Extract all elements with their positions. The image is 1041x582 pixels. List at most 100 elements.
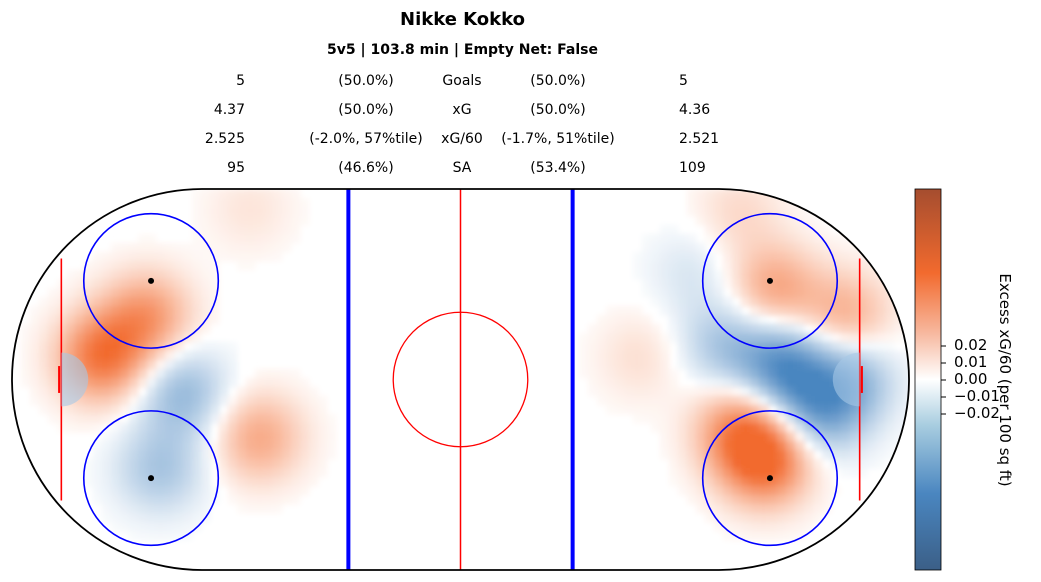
heatmap-cell: [777, 216, 787, 226]
heatmap-cell: [849, 306, 859, 316]
heatmap-cell: [732, 477, 742, 487]
heatmap-cell: [120, 495, 130, 505]
heatmap-cell: [39, 360, 49, 370]
heatmap-cell: [156, 513, 166, 523]
heatmap-cell: [651, 396, 661, 406]
heatmap-cell: [678, 405, 688, 415]
heatmap-cell: [606, 306, 616, 316]
heatmap-cell: [165, 243, 175, 253]
heatmap-cell: [165, 504, 175, 514]
heatmap-cell: [813, 225, 823, 235]
heatmap-cell: [201, 198, 211, 208]
heatmap-cell: [120, 288, 130, 298]
heatmap-cell: [768, 531, 778, 541]
heatmap-cell: [129, 297, 139, 307]
heatmap-cell: [291, 216, 301, 226]
heatmap-cell: [732, 261, 742, 271]
heatmap-cell: [723, 414, 733, 424]
heatmap-cell: [633, 252, 643, 262]
heatmap-cell: [804, 243, 814, 253]
heatmap-cell: [750, 486, 760, 496]
heatmap-cell: [759, 342, 769, 352]
heatmap-layer: [21, 189, 910, 541]
heatmap-cell: [633, 324, 643, 334]
heatmap-cell: [696, 387, 706, 397]
heatmap-cell: [228, 342, 238, 352]
heatmap-cell: [174, 504, 184, 514]
stat-away-pct: (50.0%): [530, 102, 586, 118]
heatmap-cell: [858, 351, 868, 361]
heatmap-cell: [174, 405, 184, 415]
heatmap-cell: [633, 414, 643, 424]
heatmap-cell: [165, 486, 175, 496]
heatmap-cell: [84, 333, 94, 343]
heatmap-cell: [84, 405, 94, 415]
heatmap-cell: [831, 396, 841, 406]
heatmap-cell: [714, 513, 724, 523]
heatmap-cell: [633, 396, 643, 406]
heatmap-cell: [156, 387, 166, 397]
heatmap-cell: [48, 360, 58, 370]
heatmap-cell: [777, 369, 787, 379]
heatmap-cell: [741, 243, 751, 253]
heatmap-cell: [84, 297, 94, 307]
heatmap-cell: [651, 324, 661, 334]
heatmap-cell: [642, 261, 652, 271]
heatmap-cell: [741, 387, 751, 397]
heatmap-cell: [201, 477, 211, 487]
stat-away-value: 109: [679, 160, 706, 176]
heatmap-cell: [75, 270, 85, 280]
heatmap-cell: [660, 369, 670, 379]
heatmap-cell: [156, 360, 166, 370]
heatmap-cell: [174, 432, 184, 442]
heatmap-cell: [795, 396, 805, 406]
heatmap-cell: [759, 216, 769, 226]
heatmap-cell: [660, 396, 670, 406]
heatmap-cell: [660, 306, 670, 316]
heatmap-cell: [858, 315, 868, 325]
colorbar-tick-label: −0.01: [954, 387, 1000, 405]
heatmap-cell: [165, 261, 175, 271]
heatmap-cell: [120, 342, 130, 352]
heatmap-cell: [678, 243, 688, 253]
heatmap-cell: [120, 450, 130, 460]
heatmap-cell: [813, 513, 823, 523]
heatmap-cell: [831, 333, 841, 343]
heatmap-cell: [831, 234, 841, 244]
heatmap-cell: [777, 243, 787, 253]
heatmap-cell: [759, 423, 769, 433]
heatmap-cell: [633, 306, 643, 316]
heatmap-cell: [804, 432, 814, 442]
heatmap-cell: [750, 504, 760, 514]
heatmap-cell: [255, 207, 265, 217]
heatmap-cell: [876, 351, 886, 361]
heatmap-cell: [822, 297, 832, 307]
heatmap-cell: [633, 315, 643, 325]
heatmap-cell: [723, 495, 733, 505]
heatmap-cell: [813, 279, 823, 289]
heatmap-cell: [156, 450, 166, 460]
stat-label: Goals: [442, 73, 482, 89]
heatmap-cell: [723, 522, 733, 532]
heatmap-cell: [111, 369, 121, 379]
heatmap-cell: [813, 369, 823, 379]
heatmap-cell: [768, 441, 778, 451]
heatmap-cell: [750, 315, 760, 325]
heatmap-cell: [642, 234, 652, 244]
heatmap-cell: [237, 252, 247, 262]
heatmap-cell: [282, 234, 292, 244]
heatmap-cell: [129, 504, 139, 514]
heatmap-cell: [903, 279, 910, 289]
heatmap-cell: [759, 252, 769, 262]
heatmap-cell: [129, 369, 139, 379]
heatmap-cell: [696, 486, 706, 496]
heatmap-cell: [759, 405, 769, 415]
heatmap-cell: [237, 225, 247, 235]
heatmap-cell: [723, 432, 733, 442]
heatmap-cell: [84, 468, 94, 478]
heatmap-cell: [291, 450, 301, 460]
heatmap-cell: [768, 360, 778, 370]
heatmap-cell: [183, 369, 193, 379]
heatmap-cell: [759, 513, 769, 523]
heatmap-cell: [840, 468, 850, 478]
